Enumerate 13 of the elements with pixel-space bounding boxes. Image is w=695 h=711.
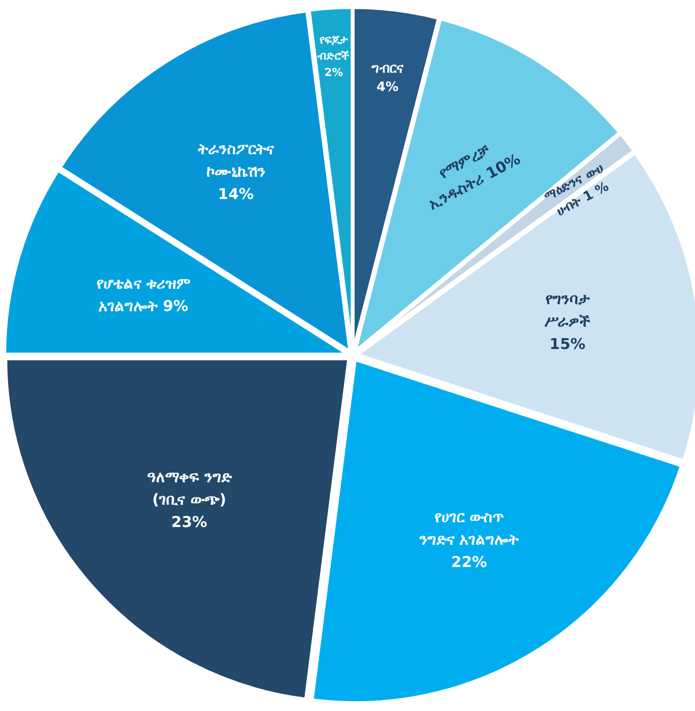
data-label: 14% (218, 185, 254, 204)
slice-label: ትራንስፖርትና ኮሙኒኬሽን (196, 140, 275, 181)
data-label: 4% (376, 80, 399, 96)
data-label: 15% (550, 334, 586, 353)
slice-label: ግብርና (372, 61, 405, 76)
slice-label: የሆቴልና ቱሪዝም አገልግሎት 9% (96, 274, 191, 316)
slice-label: የፍጆታ ብድሮች (318, 33, 350, 63)
slice-label: የሀገር ውስጥ ንግድና አገልግሎት (418, 508, 520, 548)
slice-label: ዓለማቀፍ ንግድ (ገቢና ውጭ) (147, 468, 232, 508)
slice-label: የግንባታ ሥራዎች (544, 290, 590, 332)
data-label: 23% (171, 512, 208, 531)
data-label: 2% (324, 66, 344, 79)
data-label: 22% (451, 552, 488, 571)
